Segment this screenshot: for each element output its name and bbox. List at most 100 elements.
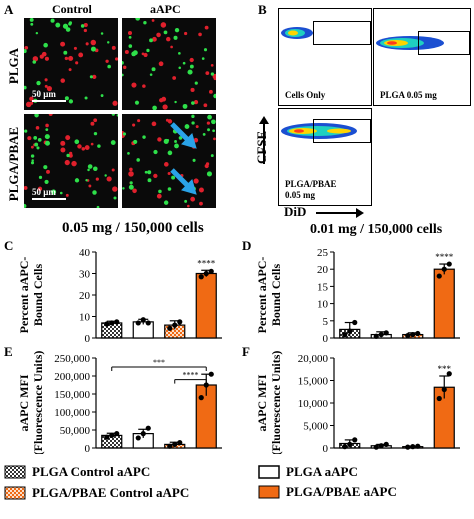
red-cell-dot [163,162,169,167]
green-cell-dot [35,31,39,35]
green-cell-dot [147,178,152,183]
red-cell-dot [46,85,53,92]
green-cell-dot [167,150,173,156]
green-cell-dot [207,114,212,120]
data-point [436,273,442,279]
data-point [436,395,442,402]
green-cell-dot [163,200,169,205]
red-cell-dot [137,119,141,123]
green-cell-dot [55,22,61,28]
y-axis-label-line: Bound Cells [31,263,45,326]
red-cell-dot [213,77,216,81]
green-cell-dot [45,128,49,132]
red-cell-dot [213,137,216,141]
red-cell-dot [105,59,109,63]
green-cell-dot [59,191,63,195]
significance-label: **** [435,252,454,262]
y-tick-label: 150,000 [54,389,90,401]
red-cell-dot [162,104,168,110]
data-point [347,328,353,334]
green-cell-dot [87,164,93,169]
green-cell-dot [210,72,215,76]
green-cell-dot [93,131,98,136]
y-axis-label-line: Percent aAPC- [255,257,269,334]
red-cell-dot [35,126,40,130]
green-cell-dot [122,73,124,77]
data-point [140,431,146,437]
red-cell-dot [27,136,32,141]
red-cell-dot [111,45,116,50]
green-cell-dot [174,143,179,149]
green-cell-dot [192,158,196,162]
green-cell-dot [29,18,34,22]
micrograph-plga-pbae-control: 50 μm [24,114,118,208]
significance-label: **** [183,371,199,380]
data-point [135,320,141,326]
green-cell-dot [128,184,134,190]
green-cell-dot [36,146,40,150]
micrograph-plga-control: 50 μm [24,18,118,110]
green-cell-dot [80,24,85,28]
data-point [167,325,173,331]
green-cell-dot [37,138,42,142]
red-cell-dot [44,56,49,61]
legend: PLGA Control aAPC PLGA aAPC PLGA/PBAE Co… [0,462,474,519]
bar-chart-c: C Percent aAPC- Bound Cells 0 10 20 30 40 **** [4,238,222,344]
red-cell-dot [75,61,79,65]
red-cell-dot [65,193,69,197]
green-cell-dot [93,166,98,172]
row-label-plga: PLGA [6,47,21,85]
y-axis-label: Percent aAPC- Bound Cells [17,257,45,334]
green-cell-dot [97,144,101,148]
red-cell-dot [160,22,167,28]
green-cell-dot [24,49,27,54]
y-tick-label: 0 [85,333,91,344]
green-cell-dot [127,152,130,155]
green-cell-dot [211,119,216,125]
panel-label-a: A [4,2,14,17]
red-cell-dot [77,144,82,149]
y-tick-label: 5 [323,316,329,328]
y-tick-label: 30 [79,269,91,281]
green-cell-dot [184,124,190,129]
red-cell-dot [151,19,155,22]
red-cell-dot [60,147,66,153]
red-cell-dot [131,82,137,88]
green-cell-dot [122,187,125,190]
red-cell-dot [142,84,146,88]
red-cell-dot [209,89,213,94]
red-cell-dot [60,78,66,83]
red-cell-dot [95,177,99,181]
green-cell-dot [43,165,48,170]
y-tick-label: 10,000 [298,398,329,410]
green-cell-dot [34,142,39,147]
red-cell-dot [68,55,74,61]
data-point [104,321,110,327]
red-cell-dot [29,96,34,102]
green-cell-dot [178,52,181,55]
y-tick-label: 0 [323,443,329,454]
cell-dots [122,114,216,208]
data-point [208,371,214,377]
green-cell-dot [174,27,180,33]
micrograph-plga-pbae-aapc [122,114,216,208]
y-tick-label: 50,000 [60,425,91,437]
data-point [145,320,151,326]
red-cell-dot [203,103,208,108]
red-cell-dot [73,46,77,50]
arrow-icons [170,122,197,195]
data-point [342,331,348,338]
y-axis-label-line: Percent aAPC- [17,257,31,334]
red-cell-dot [167,171,171,175]
green-cell-dot [38,175,43,179]
green-cell-dot [122,132,127,136]
green-cell-dot [171,175,176,180]
red-cell-dot [199,201,203,206]
green-cell-dot [104,174,107,177]
cell-dots [24,18,118,108]
green-cell-dot [116,114,118,117]
red-cell-dot [81,147,86,151]
data-point [446,261,452,267]
data-point [383,330,389,336]
red-cell-dot [44,84,48,88]
